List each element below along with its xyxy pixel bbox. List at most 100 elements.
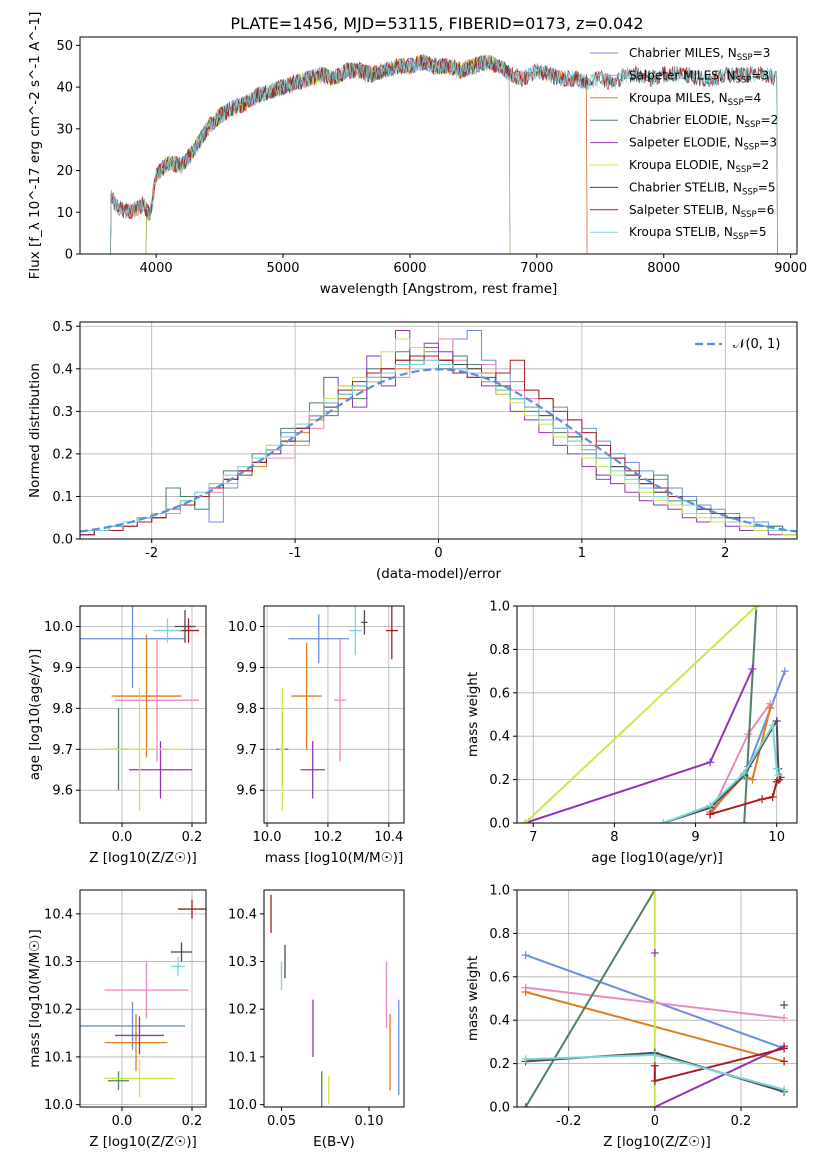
mass-weight-marker	[650, 1061, 659, 1070]
y-tick-label: 1.0	[489, 884, 510, 899]
x-tick-label: 9000	[774, 261, 807, 276]
y-axis-label: Normed distribution	[27, 363, 43, 498]
legend-entry: Kroupa STELIB, NSSP=5	[629, 225, 767, 242]
x-tick-label: 0.0	[112, 830, 133, 845]
y-tick-label: 0.2	[489, 1057, 510, 1072]
y-tick-label: 9.6	[236, 784, 257, 799]
axes-frame	[79, 605, 207, 824]
mass-weight-marker	[521, 1055, 530, 1064]
x-tick-label: -0.2	[556, 1114, 581, 1129]
mass-weight-marker	[650, 1076, 659, 1085]
y-tick-label: 9.7	[236, 743, 257, 758]
mass-weight-marker	[521, 987, 530, 996]
mass-weight-line	[524, 606, 758, 823]
mass-weight-marker	[521, 1103, 530, 1107]
mass-weight-marker	[706, 758, 715, 767]
y-tick-label: 9.6	[52, 784, 73, 799]
x-axis-label: mass [log10(M/M☉)]	[265, 850, 404, 866]
spectrum-line	[145, 54, 511, 254]
mass-weight-marker	[740, 769, 749, 778]
y-tick-label: 10.0	[44, 1098, 73, 1113]
mass-weight-marker	[774, 771, 783, 780]
y-tick-label: 0.5	[52, 320, 73, 335]
mass-weight-marker	[768, 792, 777, 801]
legend-entry: Kroupa ELODIE, NSSP=2	[629, 158, 769, 175]
mass-weight-marker	[659, 819, 668, 823]
mass-weight-marker	[521, 951, 530, 960]
mass-weight-marker	[650, 948, 659, 957]
mass-weight-marker	[758, 795, 767, 804]
mass-weight-marker	[752, 606, 761, 610]
x-tick-label: 0.2	[731, 1114, 752, 1129]
age-z-panel: 0.0 0.2 9.6 9.7 9.8 9.9 10.0 Z [log10(Z/Z☉)] age…	[27, 605, 207, 866]
x-axis-label: Z [log10(Z/Z☉)]	[89, 1134, 197, 1150]
mass-weight-age-panel: 7 8 9 10 0.0 0.2 0.4 0.6 0.8 1.0 age [log10(age/yr…	[465, 600, 798, 866]
axes-frame	[263, 889, 405, 1108]
histogram-panel-plot-area	[80, 330, 797, 539]
mass-weight-age-panel-plot-area	[521, 606, 789, 823]
y-axis-label: mass [log10(M/M☉)]	[27, 929, 43, 1068]
y-tick-label: 10.4	[228, 907, 257, 922]
age-mass-panel-plot-area	[276, 606, 398, 811]
y-tick-label: 0.6	[489, 970, 510, 985]
spectrum-line	[110, 53, 588, 254]
y-tick-label: 0.4	[52, 362, 73, 377]
x-tick-label: 4000	[140, 261, 173, 276]
y-tick-label: 0.0	[489, 817, 510, 832]
y-tick-label: 9.8	[52, 702, 73, 717]
y-tick-label: 9.9	[52, 661, 73, 676]
y-axis-label: mass weight	[465, 672, 481, 757]
axes-frame	[263, 605, 405, 824]
normal-curve	[80, 368, 797, 533]
figure-title: PLATE=1456, MJD=53115, FIBERID=0173, z=0…	[230, 14, 643, 33]
mass-z-panel: 0.0 0.2 10.0 10.1 10.2 10.3 10.4 Z [log10(Z/Z☉)…	[27, 889, 207, 1150]
y-tick-label: 0.6	[489, 686, 510, 701]
axes-frame	[79, 36, 798, 255]
x-tick-label: -2	[145, 546, 158, 561]
spectrum-line	[110, 54, 778, 254]
spectrum-line	[110, 54, 778, 254]
y-tick-label: 40	[56, 81, 73, 96]
legend-entry: Chabrier STELIB, NSSP=5	[629, 180, 776, 197]
spectrum-line	[145, 55, 511, 254]
x-axis-label: Z [log10(Z/Z☉)]	[89, 850, 197, 866]
y-tick-label: 20	[56, 164, 73, 179]
x-tick-label: 7000	[520, 261, 553, 276]
x-axis-label: (data-model)/error	[376, 566, 502, 582]
spectrum-legend: Chabrier MILES, NSSP=3 Salpeter MILES, NS…	[590, 46, 778, 242]
y-axis-label: Flux [f_λ 10^-17 erg cm^-2 s^-1 A^-1]	[27, 12, 43, 280]
legend-entry: Salpeter STELIB, NSSP=6	[629, 203, 774, 220]
y-tick-label: 0	[65, 248, 73, 263]
x-tick-label: 0.2	[182, 830, 203, 845]
legend-entry: Salpeter ELODIE, NSSP=3	[629, 136, 777, 153]
age-z-panel-plot-area	[80, 606, 199, 811]
y-tick-label: 50	[56, 39, 73, 54]
x-tick-label: 7	[529, 830, 537, 845]
legend-entry: Chabrier MILES, NSSP=3	[629, 46, 770, 63]
mass-weight-z-panel: -0.2 0 0.2 0.0 0.2 0.4 0.6 0.8 1.0 Z [log10(Z/Z☉)…	[465, 884, 798, 1150]
mass-weight-marker	[740, 819, 749, 823]
x-tick-label: -1	[289, 546, 302, 561]
mass-weight-marker	[780, 1001, 789, 1010]
y-tick-label: 9.7	[52, 743, 73, 758]
mass-weight-line	[524, 890, 656, 1107]
axes-frame	[516, 889, 798, 1108]
mass-weight-marker	[521, 819, 530, 823]
y-tick-label: 9.9	[236, 661, 257, 676]
x-tick-label: 5000	[266, 261, 299, 276]
y-tick-label: 0.0	[52, 533, 73, 548]
mass-weight-marker	[650, 1050, 659, 1059]
mass-ebv-panel-plot-area	[270, 894, 400, 1107]
y-axis-label: mass weight	[465, 956, 481, 1041]
x-tick-label: 2	[721, 546, 729, 561]
mass-weight-marker	[748, 664, 757, 673]
mass-weight-marker	[706, 810, 715, 819]
x-tick-label: 10.4	[374, 830, 403, 845]
mass-weight-marker	[772, 764, 781, 773]
axes-frame	[79, 889, 207, 1108]
x-axis-label: Z [log10(Z/Z☉)]	[603, 1134, 711, 1150]
x-tick-label: 0	[434, 546, 442, 561]
x-tick-label: 10.0	[253, 830, 282, 845]
legend-entry: Salpeter MILES, NSSP=3	[629, 68, 769, 85]
x-tick-label: 10	[768, 830, 785, 845]
